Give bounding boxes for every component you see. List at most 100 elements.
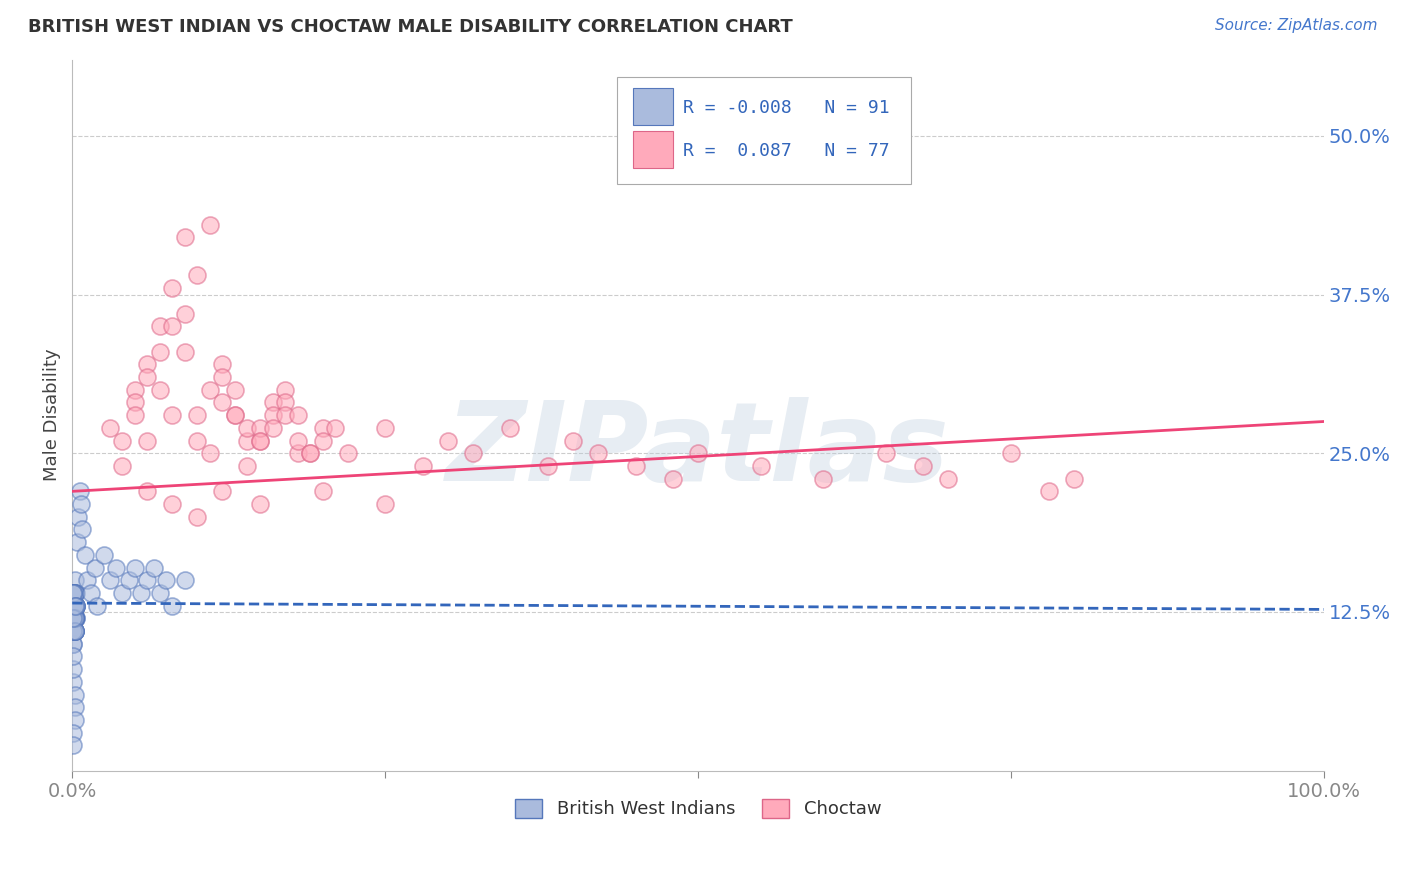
Point	[198, 383, 221, 397]
Point	[142, 560, 165, 574]
Point	[63, 586, 86, 600]
FancyBboxPatch shape	[617, 78, 911, 184]
Point	[461, 446, 484, 460]
Point	[129, 586, 152, 600]
Point	[111, 586, 134, 600]
Point	[262, 408, 284, 422]
Point	[63, 599, 86, 613]
Point	[124, 383, 146, 397]
Point	[62, 739, 84, 753]
Point	[186, 509, 208, 524]
Point	[65, 599, 87, 613]
Text: Source: ZipAtlas.com: Source: ZipAtlas.com	[1215, 18, 1378, 33]
Point	[63, 611, 86, 625]
Point	[65, 599, 87, 613]
Point	[162, 281, 184, 295]
Point	[149, 586, 172, 600]
Point	[63, 611, 86, 625]
Text: R =  0.087   N = 77: R = 0.087 N = 77	[683, 142, 890, 160]
Point	[69, 484, 91, 499]
Point	[1063, 472, 1085, 486]
Point	[249, 497, 271, 511]
Point	[912, 458, 935, 473]
Point	[311, 484, 333, 499]
Point	[62, 586, 84, 600]
Point	[65, 599, 87, 613]
Point	[62, 599, 84, 613]
Point	[211, 370, 233, 384]
Point	[63, 586, 86, 600]
Point	[63, 599, 86, 613]
Point	[111, 458, 134, 473]
Point	[76, 573, 98, 587]
Point	[63, 586, 86, 600]
Point	[62, 611, 84, 625]
Point	[249, 434, 271, 448]
Point	[63, 599, 86, 613]
Point	[63, 700, 86, 714]
Point	[62, 725, 84, 739]
Point	[224, 408, 246, 422]
Point	[63, 624, 86, 638]
Point	[62, 637, 84, 651]
Point	[299, 446, 322, 460]
Point	[537, 458, 560, 473]
Point	[374, 421, 396, 435]
Point	[323, 421, 346, 435]
Point	[174, 573, 197, 587]
Point	[938, 472, 960, 486]
Point	[124, 395, 146, 409]
Point	[149, 319, 172, 334]
Point	[62, 586, 84, 600]
Point	[65, 586, 87, 600]
Point	[299, 446, 322, 460]
Point	[1000, 446, 1022, 460]
Point	[63, 624, 86, 638]
Point	[67, 509, 90, 524]
Point	[374, 497, 396, 511]
Point	[62, 611, 84, 625]
Point	[63, 611, 86, 625]
Point	[117, 573, 139, 587]
Point	[70, 497, 93, 511]
Point	[65, 611, 87, 625]
Point	[98, 573, 121, 587]
Point	[63, 624, 86, 638]
Point	[62, 599, 84, 613]
Point	[62, 662, 84, 676]
Point	[236, 434, 259, 448]
Point	[1038, 484, 1060, 499]
Point	[62, 624, 84, 638]
Point	[65, 599, 87, 613]
Point	[62, 599, 84, 613]
Point	[174, 307, 197, 321]
Point	[62, 611, 84, 625]
Point	[136, 434, 159, 448]
Point	[63, 611, 86, 625]
Point	[436, 434, 458, 448]
Point	[63, 599, 86, 613]
Point	[149, 383, 172, 397]
Point	[249, 434, 271, 448]
Point	[186, 408, 208, 422]
Point	[62, 624, 84, 638]
Point	[63, 599, 86, 613]
Point	[63, 573, 86, 587]
Point	[262, 395, 284, 409]
Point	[174, 230, 197, 244]
Point	[62, 586, 84, 600]
Point	[62, 586, 84, 600]
FancyBboxPatch shape	[633, 131, 673, 168]
Point	[62, 611, 84, 625]
Point	[136, 357, 159, 371]
Point	[86, 599, 108, 613]
Point	[63, 611, 86, 625]
Point	[499, 421, 522, 435]
Point	[162, 408, 184, 422]
Point	[93, 548, 115, 562]
Point	[80, 586, 103, 600]
Point	[62, 611, 84, 625]
Point	[287, 408, 309, 422]
Point	[749, 458, 772, 473]
Point	[162, 319, 184, 334]
